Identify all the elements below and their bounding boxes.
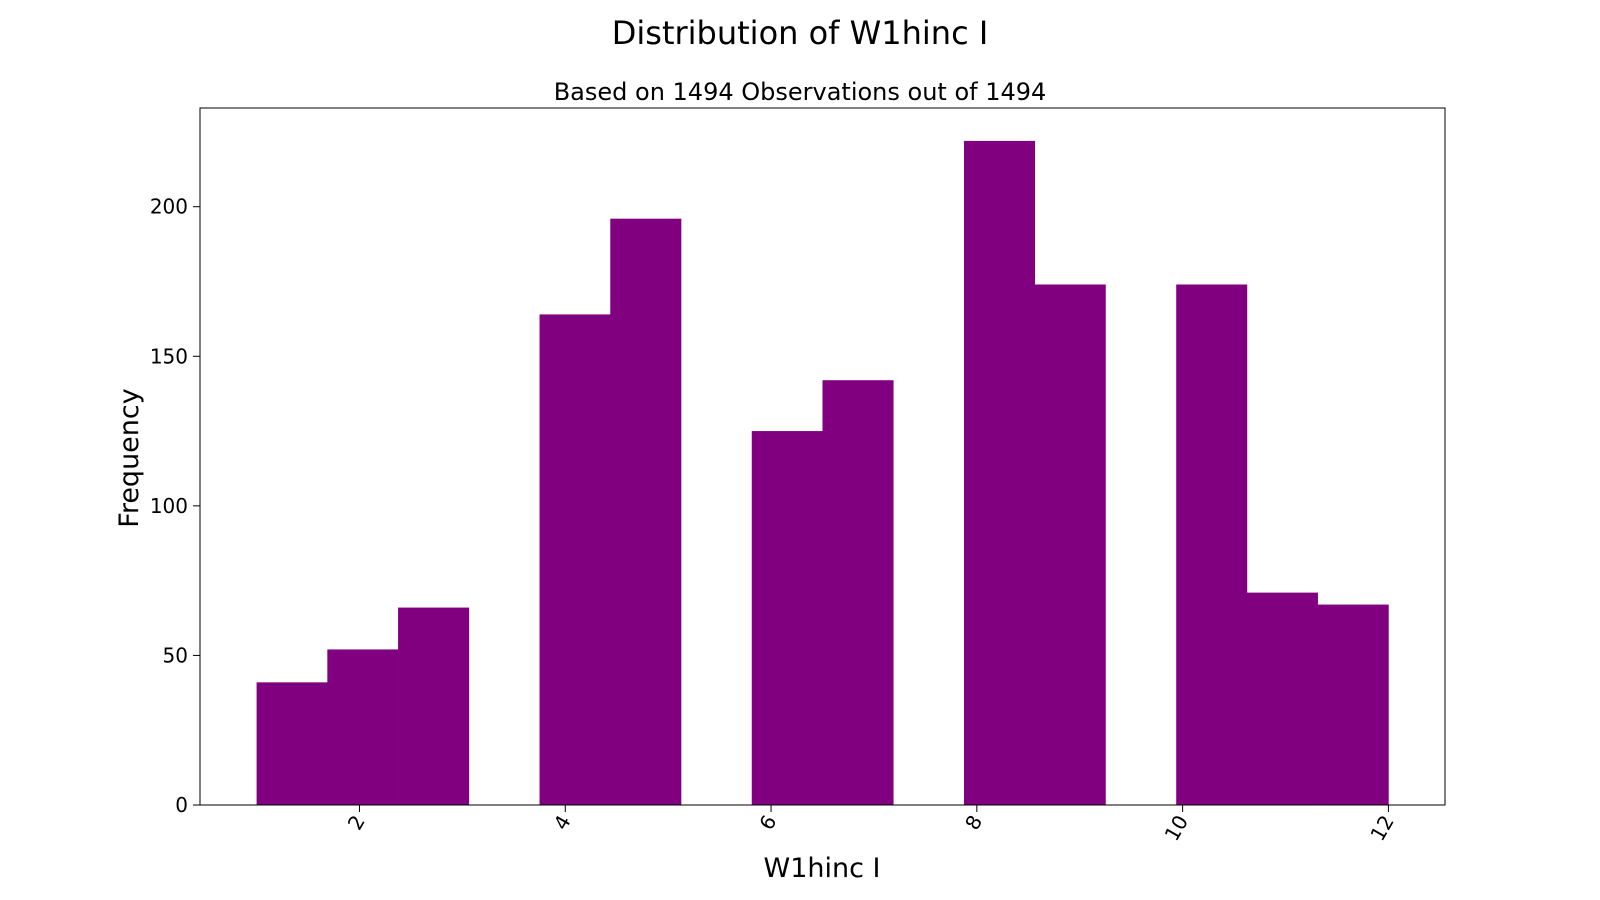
y-tick-label: 50 — [163, 643, 188, 667]
histogram-bar — [963, 140, 1036, 805]
histogram-bar — [822, 380, 894, 805]
x-tick-label: 4 — [549, 811, 576, 834]
histogram-bar — [539, 314, 611, 805]
x-tick-label: 2 — [343, 811, 370, 834]
y-tick-label: 100 — [150, 494, 188, 518]
y-tick-label: 150 — [150, 344, 188, 368]
x-tick-label: 10 — [1160, 811, 1194, 845]
histogram-bar — [1176, 284, 1248, 806]
plot-frame — [199, 107, 1446, 806]
x-tick-label: 8 — [960, 811, 987, 834]
histogram-bar — [751, 431, 823, 805]
x-axis-label: W1hinc I — [764, 853, 881, 884]
y-tick-label: 0 — [175, 793, 188, 817]
histogram-bar — [610, 218, 682, 806]
y-axis: 0 50 100 150 200 — [150, 195, 200, 817]
y-tick-label: 200 — [150, 195, 188, 219]
histogram-bar — [1034, 284, 1106, 806]
y-axis-label: Frequency — [114, 388, 145, 528]
chart-subtitle: Based on 1494 Observations out of 1494 — [554, 78, 1047, 106]
histogram-bar — [327, 649, 399, 805]
x-tick-label: 6 — [754, 811, 781, 834]
bars-group — [256, 140, 1389, 806]
histogram-bar — [256, 682, 328, 805]
histogram-bar — [1317, 604, 1389, 805]
x-tick-label: 12 — [1365, 811, 1399, 845]
histogram-bar — [398, 607, 470, 805]
x-axis: 2 4 6 8 10 12 — [343, 805, 1399, 845]
histogram-bar — [1246, 592, 1318, 805]
chart-title: Distribution of W1hinc I — [612, 14, 989, 52]
